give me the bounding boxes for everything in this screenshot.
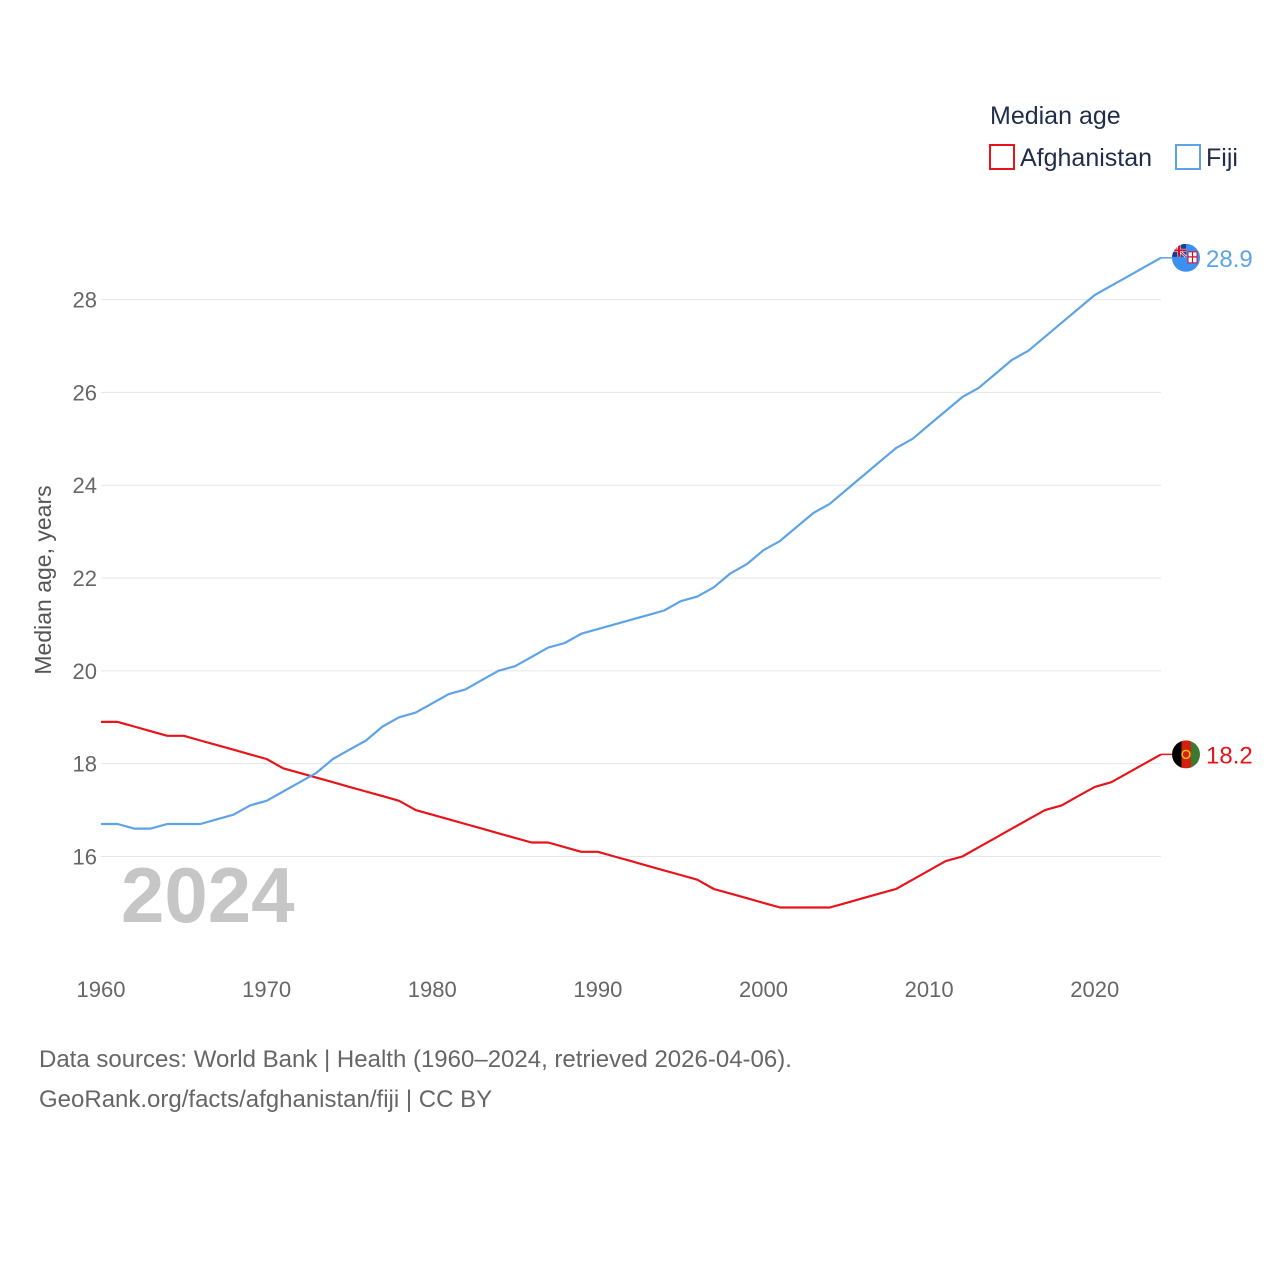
- y-tick-label: 18: [73, 752, 97, 777]
- legend-item-fiji[interactable]: Fiji: [1175, 144, 1238, 172]
- data-sources-note: Data sources: World Bank | Health (1960–…: [39, 1046, 792, 1073]
- y-axis: 16 18 20 22 24 26 28: [73, 288, 97, 870]
- end-markers: 18.2 28.9: [1161, 243, 1253, 769]
- series-line-fiji: [101, 256, 1162, 830]
- y-tick-label: 26: [73, 380, 97, 405]
- end-value-label-fiji: 28.9: [1206, 246, 1253, 273]
- year-watermark: 2024: [121, 851, 295, 939]
- gridlines: [101, 299, 1161, 857]
- y-tick-label: 24: [73, 473, 97, 498]
- y-tick-label: 22: [73, 566, 97, 591]
- legend-item-afghanistan[interactable]: Afghanistan: [989, 144, 1152, 172]
- legend-label-fiji: Fiji: [1206, 144, 1238, 172]
- afghanistan-flag: [1172, 740, 1200, 769]
- y-tick-label: 16: [73, 844, 97, 869]
- series-lines: [101, 256, 1162, 909]
- y-tick-label: 28: [73, 288, 97, 313]
- y-tick-label: 20: [73, 659, 97, 684]
- x-tick-label: 2020: [1070, 977, 1119, 1002]
- legend-title: Median age: [990, 102, 1121, 130]
- legend-swatch-fiji: [1175, 144, 1201, 170]
- x-tick-label: 1970: [242, 977, 291, 1002]
- x-axis: 1960 1970 1980 1990 2000 2010 2020: [77, 977, 1120, 1002]
- x-tick-label: 1980: [408, 977, 457, 1002]
- end-value-label-afghanistan: 18.2: [1206, 742, 1253, 769]
- x-tick-label: 2000: [739, 977, 788, 1002]
- y-axis-label: Median age, years: [30, 485, 56, 674]
- x-tick-label: 2010: [905, 977, 954, 1002]
- legend-label-afghanistan: Afghanistan: [1020, 144, 1152, 172]
- x-tick-label: 1990: [573, 977, 622, 1002]
- legend: Median age Afghanistan Fiji: [989, 102, 1238, 172]
- attribution-note: GeoRank.org/facts/afghanistan/fiji | CC …: [39, 1086, 493, 1113]
- legend-swatch-afghanistan: [989, 144, 1015, 170]
- x-tick-label: 1960: [77, 977, 126, 1002]
- series-line-afghanistan: [101, 720, 1162, 909]
- fiji-flag: [1172, 243, 1200, 272]
